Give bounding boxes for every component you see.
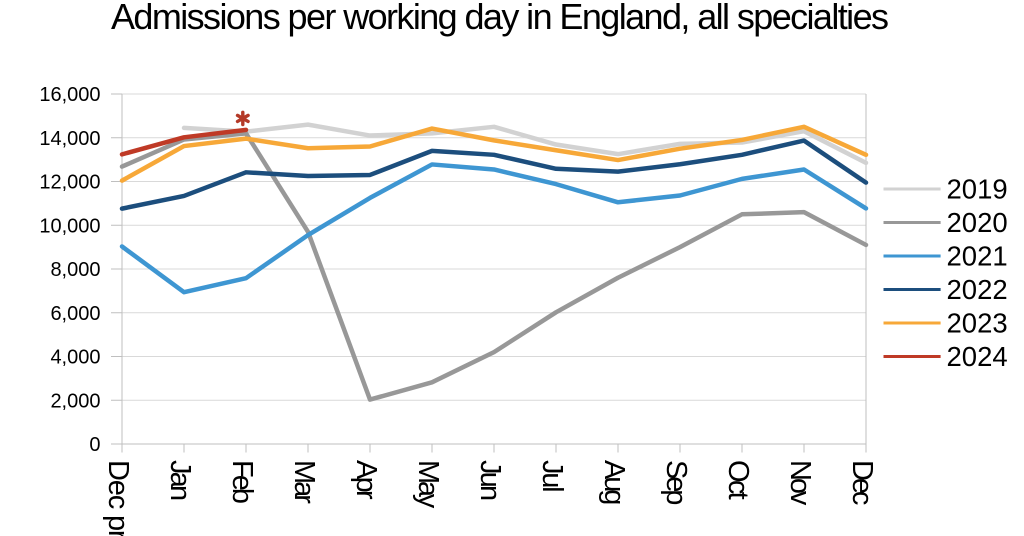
svg-text:2019: 2019 <box>947 174 1008 205</box>
svg-text:14,000: 14,000 <box>39 128 100 150</box>
svg-text:Sep: Sep <box>660 460 692 505</box>
svg-text:10,000: 10,000 <box>39 215 100 237</box>
svg-text:Dec prev: Dec prev <box>102 460 134 536</box>
svg-text:Jan: Jan <box>164 460 196 501</box>
svg-text:2021: 2021 <box>947 241 1008 272</box>
svg-text:16,000: 16,000 <box>39 84 100 106</box>
svg-text:Jun: Jun <box>474 460 506 501</box>
svg-text:Mar: Mar <box>288 460 320 504</box>
svg-text:2022: 2022 <box>947 274 1008 305</box>
svg-text:2023: 2023 <box>947 308 1008 339</box>
svg-text:8,000: 8,000 <box>50 259 100 281</box>
svg-text:Feb: Feb <box>226 460 258 504</box>
svg-text:Admissions per working day in: Admissions per working day in England, a… <box>111 0 889 37</box>
svg-text:Oct: Oct <box>722 460 754 500</box>
svg-text:12,000: 12,000 <box>39 172 100 194</box>
svg-text:May: May <box>412 460 444 509</box>
svg-text:0: 0 <box>89 434 100 456</box>
svg-text:Nov: Nov <box>784 460 816 506</box>
svg-text:4,000: 4,000 <box>50 347 100 369</box>
svg-text:Apr: Apr <box>350 460 382 500</box>
svg-text:Jul: Jul <box>536 460 568 493</box>
svg-text:Aug: Aug <box>598 460 630 505</box>
svg-text:2024: 2024 <box>947 341 1008 372</box>
svg-text:6,000: 6,000 <box>50 303 100 325</box>
svg-text:Dec: Dec <box>846 460 878 505</box>
svg-text:2020: 2020 <box>947 207 1008 238</box>
svg-text:2,000: 2,000 <box>50 390 100 412</box>
